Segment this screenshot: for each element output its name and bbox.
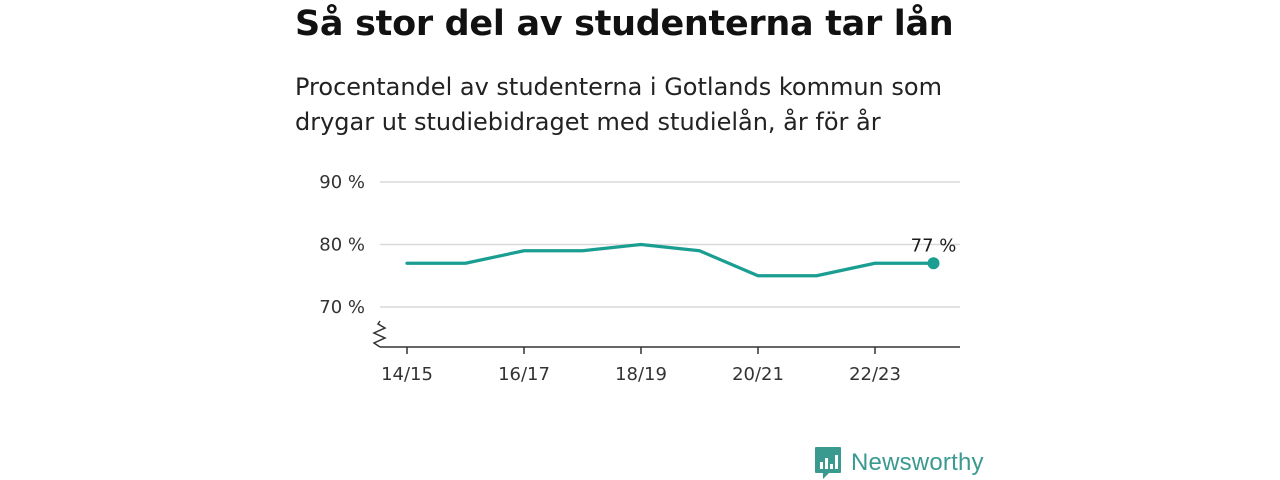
x-tick-label: 18/19 <box>615 364 667 385</box>
bar-chart-logo-icon <box>815 447 841 479</box>
x-tick-label: 22/23 <box>849 364 901 385</box>
x-tick-label: 16/17 <box>498 364 550 385</box>
end-value-label: 77 % <box>911 235 957 256</box>
brand-name: Newsworthy <box>851 449 984 476</box>
y-tick-label: 90 % <box>319 172 365 193</box>
end-point-marker <box>927 257 940 270</box>
brand-logo: Newsworthy <box>814 446 984 480</box>
y-axis-break-marker <box>372 320 387 348</box>
y-tick-label: 80 % <box>319 235 365 256</box>
chart-subtitle: Procentandel av studenterna i Gotlands k… <box>295 73 942 136</box>
x-tick-label: 14/15 <box>381 364 433 385</box>
series-line <box>405 242 936 278</box>
chart-title: Så stor del av studenterna tar lån <box>295 4 954 44</box>
y-tick-label: 70 % <box>319 297 365 318</box>
x-tick-label: 20/21 <box>732 364 784 385</box>
